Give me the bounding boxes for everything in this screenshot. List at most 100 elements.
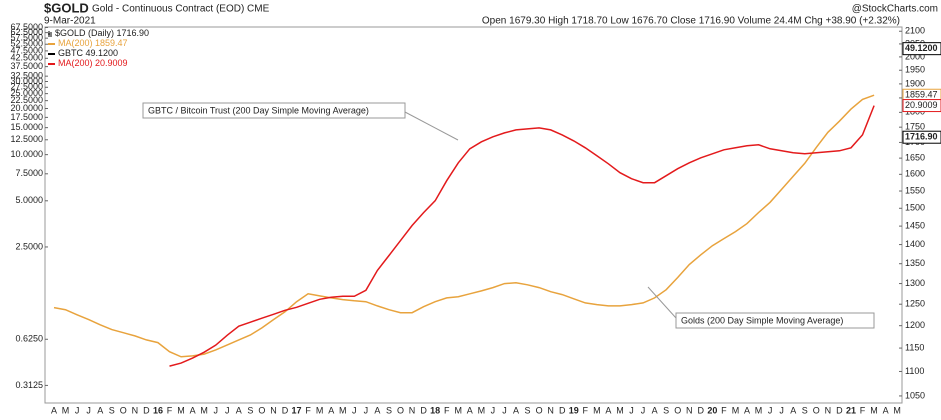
x-tick-label: A xyxy=(236,405,242,415)
y-tick-label: 0.6250 xyxy=(15,334,43,344)
y-tick-label: 37.5000 xyxy=(10,61,43,71)
annotation-box xyxy=(142,102,406,119)
chart-subtitle: Gold - Continuous Contract (EOD) CME xyxy=(92,4,270,15)
x-tick-label: D xyxy=(143,405,150,415)
x-tick-label: M xyxy=(755,405,763,415)
x-tick-label: S xyxy=(247,405,253,415)
x-tick-label: F xyxy=(721,405,727,415)
annotation-arrow xyxy=(404,111,459,141)
y2-tick-label: 1100 xyxy=(905,366,924,376)
x-tick-label: J xyxy=(502,405,507,415)
x-tick-label: 16 xyxy=(153,405,163,415)
x-tick-label: 17 xyxy=(292,405,302,415)
x-tick-label: N xyxy=(825,405,832,415)
x-tick-label: M xyxy=(893,405,901,415)
value-marker-label: 1859.47 xyxy=(905,90,938,100)
x-tick-label: J xyxy=(352,405,357,415)
y2-tick-label: 1950 xyxy=(905,65,925,75)
y2-tick-label: 1400 xyxy=(905,239,925,249)
x-tick-label: N xyxy=(132,405,139,415)
y2-tick-label: 1900 xyxy=(905,78,925,88)
y2-tick-label: 1650 xyxy=(905,153,925,163)
legend-label: GBTC xyxy=(58,48,84,58)
x-tick-label: S xyxy=(109,405,115,415)
x-tick-label: J xyxy=(629,405,634,415)
y2-tick-label: 1500 xyxy=(905,203,925,213)
x-tick-label: J xyxy=(779,405,784,415)
annotation-arrow xyxy=(647,286,677,319)
y-tick-label: 12.5000 xyxy=(10,134,43,144)
x-tick-label: M xyxy=(200,405,208,415)
x-tick-label: 21 xyxy=(846,405,856,415)
annotation: GBTC / Bitcoin Trust (200 Day Simple Mov… xyxy=(148,105,369,115)
legend-entry: $GOLD (Daily) 1716.90 xyxy=(55,28,149,38)
x-tick-label: O xyxy=(813,405,820,415)
legend-entry: GBTC 49.1200 xyxy=(58,48,118,58)
x-tick-label: A xyxy=(190,405,196,415)
y-tick-label: 67.5000 xyxy=(10,22,43,32)
x-tick-label: O xyxy=(536,405,543,415)
x-tick-label: J xyxy=(491,405,496,415)
legend-value: 49.1200 xyxy=(86,48,119,58)
y-tick-label: 27.5000 xyxy=(10,82,43,92)
y-tick-label: 5.0000 xyxy=(15,195,43,205)
credit: @StockCharts.com xyxy=(852,4,938,15)
x-tick-label: M xyxy=(339,405,347,415)
x-tick-label: A xyxy=(374,405,380,415)
y-tick-label: 52.5000 xyxy=(10,39,43,49)
x-tick-label: J xyxy=(213,405,218,415)
x-tick-label: A xyxy=(883,405,889,415)
y-tick-label: 0.3125 xyxy=(15,380,43,390)
x-tick-label: D xyxy=(282,405,289,415)
x-tick-label: 20 xyxy=(707,405,717,415)
y2-tick-label: 1600 xyxy=(905,169,925,179)
y2-tick-label: 1200 xyxy=(905,320,925,330)
chart-date: 9-Mar-2021 xyxy=(44,16,96,27)
x-tick-label: O xyxy=(674,405,681,415)
annotation-box xyxy=(675,312,875,329)
y2-tick-label: 1450 xyxy=(905,220,925,230)
legend-label: MA(200) xyxy=(58,58,93,68)
x-tick-label: D xyxy=(420,405,427,415)
y-tick-label: 25.0000 xyxy=(10,88,43,98)
x-tick-label: M xyxy=(177,405,185,415)
x-tick-label: N xyxy=(547,405,554,415)
x-tick-label: J xyxy=(768,405,773,415)
y2-tick-label: 1150 xyxy=(905,342,924,352)
y-tick-label: 22.5000 xyxy=(10,95,43,105)
y2-tick-label: 1550 xyxy=(905,185,925,195)
y2-tick-label: 1750 xyxy=(905,122,925,132)
legend-value: 20.9009 xyxy=(95,58,128,68)
value-marker-label: 1716.90 xyxy=(905,132,938,142)
y-tick-label: 20.0000 xyxy=(10,103,43,113)
x-tick-label: J xyxy=(86,405,91,415)
y-tick-label: 42.5000 xyxy=(10,53,43,63)
x-tick-label: M xyxy=(478,405,486,415)
legend-value: 1859.47 xyxy=(95,38,128,48)
legend-label: $GOLD (Daily) xyxy=(55,28,114,38)
y-tick-label: 57.5000 xyxy=(10,33,43,43)
x-tick-label: A xyxy=(605,405,611,415)
x-tick-label: D xyxy=(836,405,843,415)
x-tick-label: S xyxy=(663,405,669,415)
x-tick-label: M xyxy=(316,405,324,415)
legend-label: MA(200) xyxy=(58,38,93,48)
value-marker xyxy=(902,99,941,113)
x-tick-label: 18 xyxy=(430,405,440,415)
x-tick-label: O xyxy=(258,405,265,415)
x-tick-label: O xyxy=(397,405,404,415)
y-tick-label: 62.5000 xyxy=(10,27,43,37)
y2-tick-label: 1050 xyxy=(905,390,925,400)
chart-title: $GOLD xyxy=(44,0,89,15)
x-tick-label: A xyxy=(744,405,750,415)
x-tick-label: O xyxy=(120,405,127,415)
y-tick-label: 10.0000 xyxy=(10,149,43,159)
y2-tick-label: 1250 xyxy=(905,299,925,309)
x-tick-label: F xyxy=(167,405,173,415)
x-tick-label: A xyxy=(97,405,103,415)
legend-symbol xyxy=(48,31,52,37)
x-tick-label: A xyxy=(328,405,334,415)
legend-value: 1716.90 xyxy=(117,28,150,38)
x-tick-label: J xyxy=(364,405,369,415)
